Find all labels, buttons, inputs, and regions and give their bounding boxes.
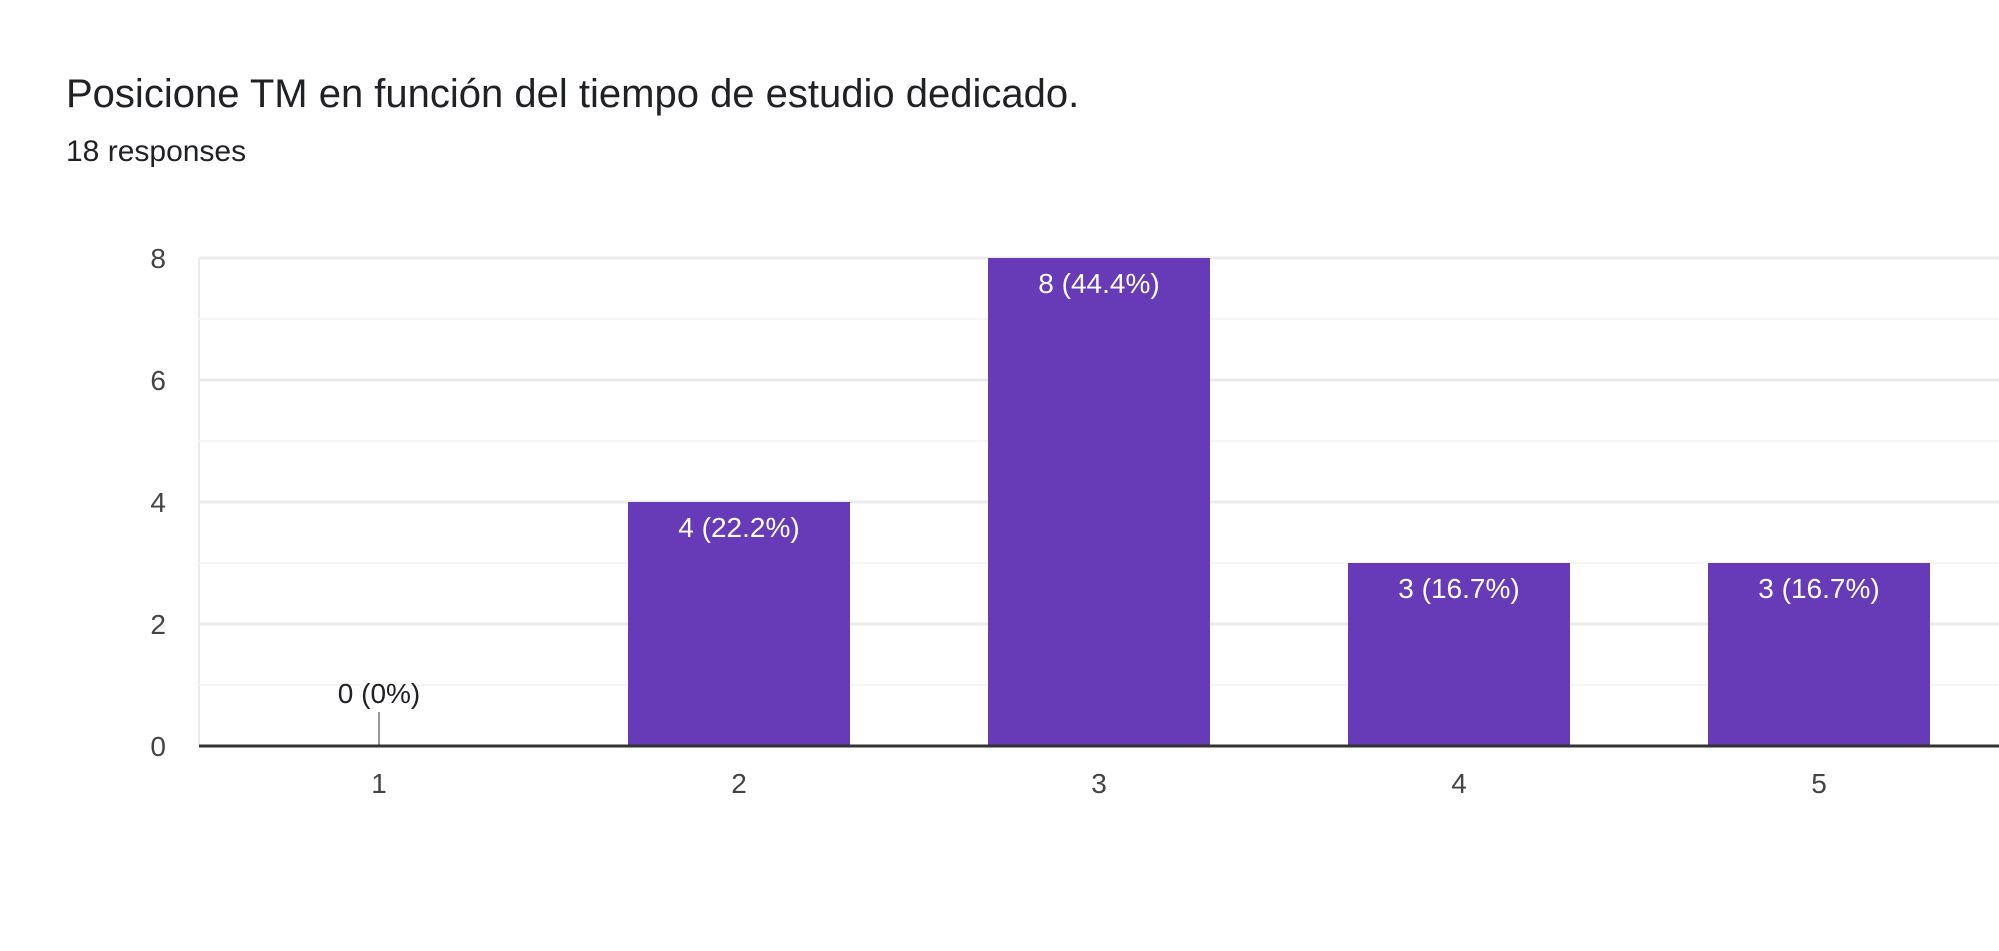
bar-4 (1348, 563, 1570, 746)
x-tick-label: 5 (1811, 768, 1827, 799)
bars (378, 258, 1930, 746)
x-axis-ticks: 1 2 3 4 5 (371, 768, 1827, 799)
x-tick-label: 2 (731, 768, 747, 799)
data-label: 0 (0%) (338, 678, 420, 709)
data-label: 3 (16.7%) (1758, 573, 1879, 604)
x-tick-label: 4 (1451, 768, 1467, 799)
response-count: 18 responses (66, 135, 247, 168)
data-label: 3 (16.7%) (1398, 573, 1519, 604)
data-label: 8 (44.4%) (1038, 268, 1159, 299)
bar-5 (1708, 563, 1930, 746)
chart-title: Posicione TM en función del tiempo de es… (66, 72, 1080, 116)
x-tick-label: 3 (1091, 768, 1107, 799)
y-tick-label: 6 (150, 365, 166, 396)
bar-2 (628, 502, 850, 746)
y-axis-ticks: 0 2 4 6 8 (150, 243, 166, 762)
y-tick-label: 0 (150, 731, 166, 762)
bar-3 (988, 258, 1210, 746)
data-label: 4 (22.2%) (678, 512, 799, 543)
y-tick-label: 8 (150, 243, 166, 274)
y-tick-label: 2 (150, 609, 166, 640)
x-tick-label: 1 (371, 768, 387, 799)
y-tick-label: 4 (150, 487, 166, 518)
data-labels: 0 (0%) 4 (22.2%) 8 (44.4%) 3 (16.7%) 3 (16.7… (338, 268, 1880, 709)
